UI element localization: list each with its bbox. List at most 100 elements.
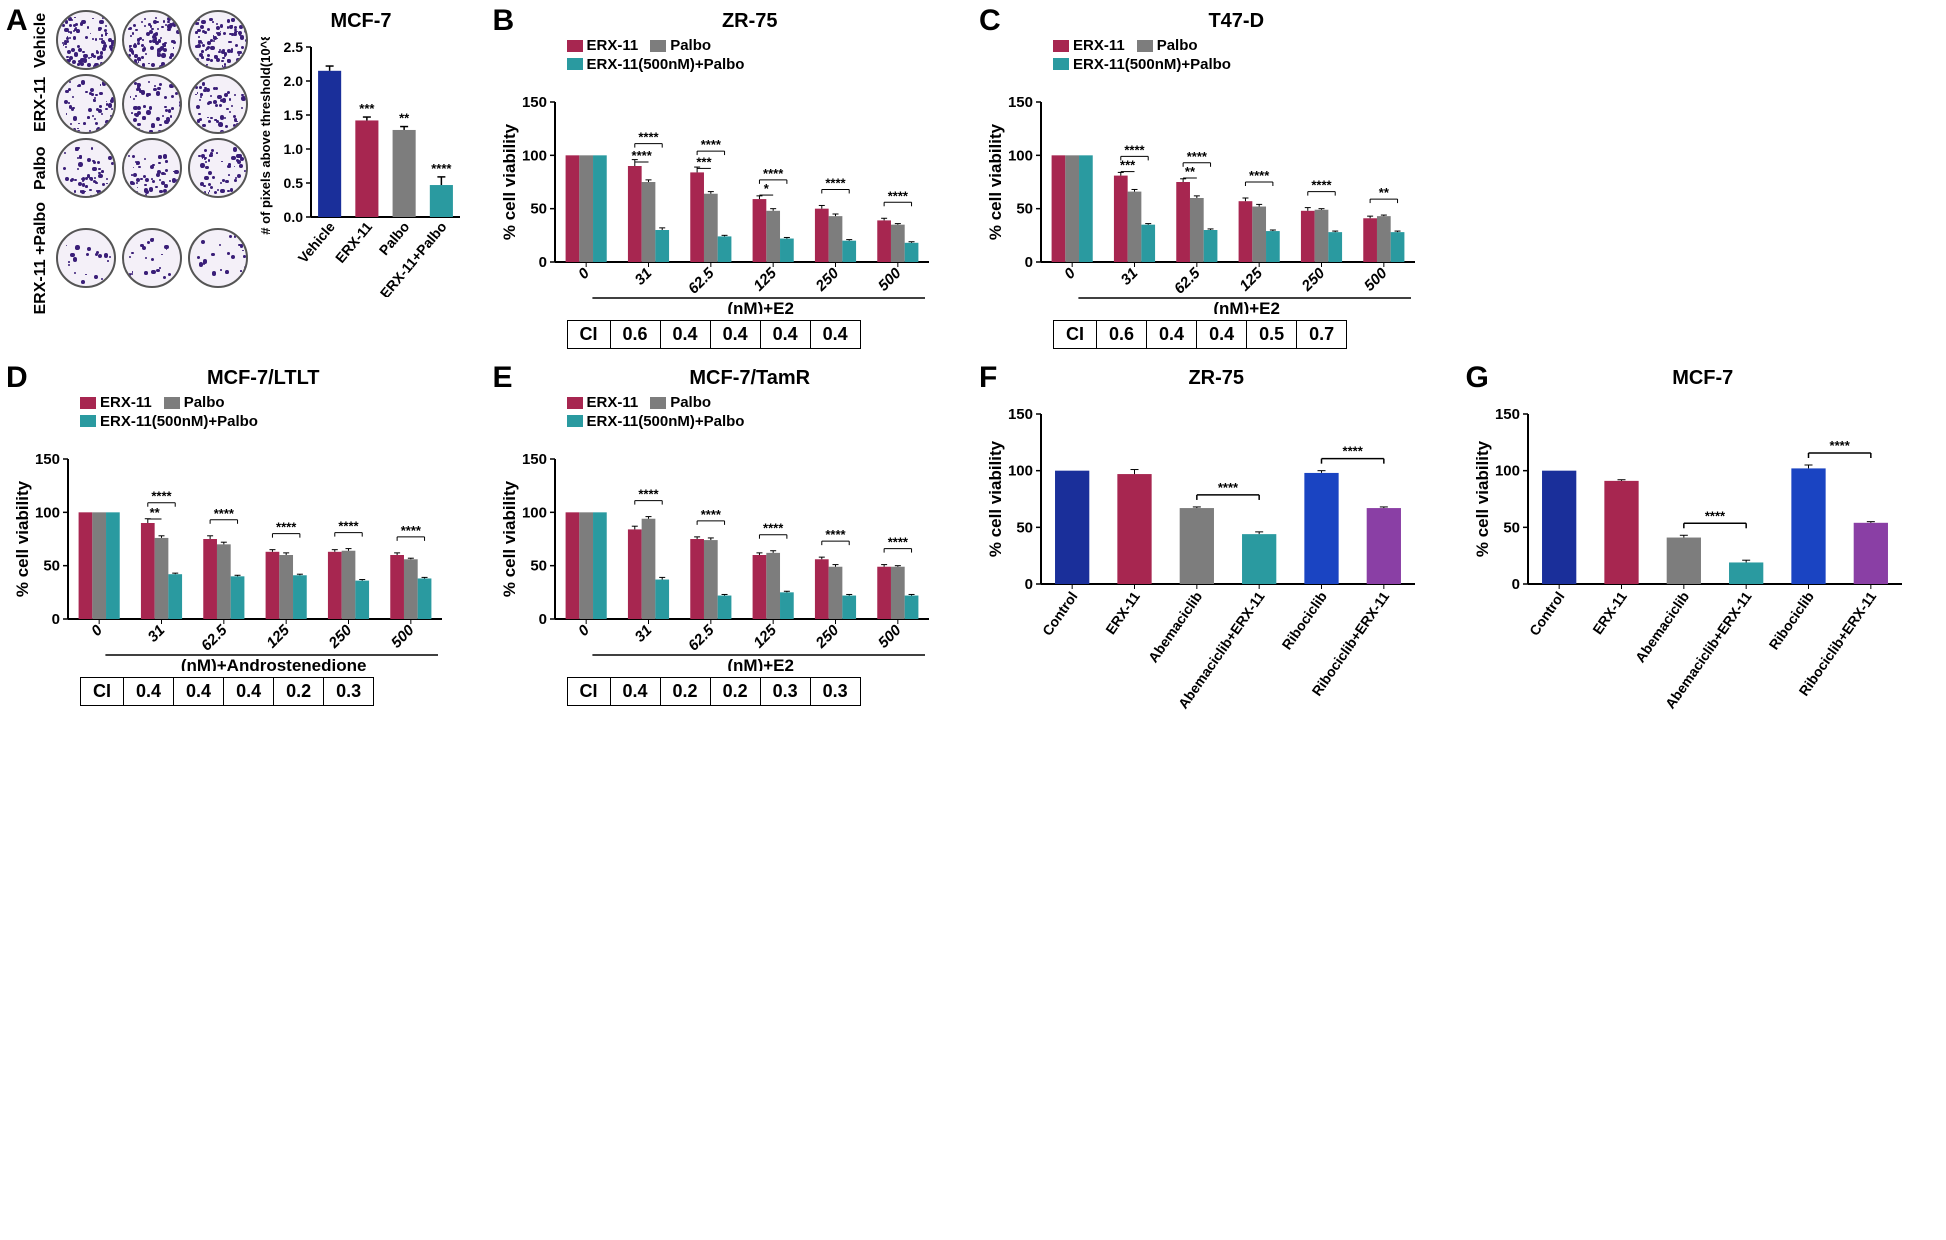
y-axis-title: % cell viability bbox=[500, 123, 519, 240]
svg-text:150: 150 bbox=[1008, 406, 1033, 423]
plate-row: Vehicle bbox=[32, 10, 248, 70]
svg-text:50: 50 bbox=[1016, 519, 1033, 536]
panel-letter-B: B bbox=[493, 4, 515, 38]
legend: ERX-11PalboERX-11(500nM)+Palbo bbox=[567, 37, 964, 74]
legend: ERX-11PalboERX-11(500nM)+Palbo bbox=[1053, 37, 1450, 74]
y-axis-title: % cell viability bbox=[986, 440, 1005, 557]
category-label: 250 bbox=[811, 621, 842, 652]
bar bbox=[814, 209, 828, 262]
bar bbox=[641, 519, 655, 619]
svg-text:150: 150 bbox=[35, 451, 60, 468]
legend-item: ERX-11 bbox=[567, 394, 639, 411]
bar bbox=[1301, 211, 1315, 262]
legend: ERX-11PalboERX-11(500nM)+Palbo bbox=[80, 394, 477, 431]
ci-cell: 0.4 bbox=[661, 321, 711, 348]
ci-cell: 0.4 bbox=[1147, 321, 1197, 348]
bar bbox=[79, 512, 93, 619]
bar bbox=[690, 172, 704, 262]
plate-dish bbox=[188, 228, 248, 288]
category-label: 125 bbox=[1236, 264, 1266, 294]
chart-title: MCF-7 bbox=[256, 10, 466, 33]
ci-cell: 0.4 bbox=[124, 678, 174, 705]
bar bbox=[1367, 508, 1401, 584]
plate-dish bbox=[56, 74, 116, 134]
bar bbox=[1079, 155, 1093, 262]
category-label: Abemaciclib bbox=[1631, 589, 1691, 666]
svg-text:****: **** bbox=[700, 137, 721, 152]
legend-label: ERX-11 bbox=[1073, 37, 1125, 54]
plate-dish bbox=[122, 74, 182, 134]
bar bbox=[404, 559, 418, 619]
bar bbox=[655, 580, 669, 619]
svg-text:1.0: 1.0 bbox=[284, 141, 304, 157]
chart-title: T47-D bbox=[1023, 10, 1450, 33]
bar bbox=[579, 512, 593, 619]
bar bbox=[1252, 207, 1266, 262]
svg-text:0: 0 bbox=[538, 254, 546, 271]
svg-text:100: 100 bbox=[1008, 463, 1033, 480]
svg-text:**: ** bbox=[150, 505, 161, 520]
panel-C: CT47-DERX-11PalboERX-11(500nM)+Palbo0501… bbox=[983, 10, 1450, 349]
svg-text:50: 50 bbox=[1016, 201, 1033, 218]
category-label: ERX-11 bbox=[1102, 588, 1143, 637]
bar bbox=[1542, 471, 1576, 584]
bar bbox=[231, 576, 245, 619]
ci-cell: 0.4 bbox=[711, 321, 761, 348]
panel-letter-G: G bbox=[1466, 361, 1489, 395]
bar bbox=[1242, 534, 1276, 584]
bar bbox=[168, 574, 182, 619]
svg-text:****: **** bbox=[1218, 480, 1239, 495]
bar bbox=[752, 199, 766, 262]
bar bbox=[393, 130, 416, 217]
category-label: 62.5 bbox=[1171, 264, 1204, 297]
bar bbox=[203, 539, 217, 619]
ci-cell: 0.3 bbox=[761, 678, 811, 705]
svg-text:****: **** bbox=[825, 527, 846, 542]
category-label: Control bbox=[1039, 589, 1081, 639]
svg-text:50: 50 bbox=[530, 201, 547, 218]
legend-label: ERX-11(500nM)+Palbo bbox=[100, 413, 258, 430]
bar bbox=[890, 567, 904, 619]
legend-item: ERX-11(500nM)+Palbo bbox=[80, 413, 258, 430]
chart-title: ZR-75 bbox=[537, 10, 964, 33]
bar bbox=[766, 553, 780, 619]
category-label: ERX-11 bbox=[332, 218, 375, 265]
legend-item: ERX-11(500nM)+Palbo bbox=[567, 56, 745, 73]
panel-F: FZR-75050100150% cell viabilityControlER… bbox=[983, 367, 1450, 724]
bar bbox=[1055, 471, 1089, 584]
bar bbox=[1666, 538, 1700, 584]
svg-text:****: **** bbox=[1311, 178, 1332, 193]
bar bbox=[1176, 182, 1190, 262]
svg-text:****: **** bbox=[1704, 508, 1725, 523]
bar bbox=[355, 581, 369, 619]
panel-D: DMCF-7/LTLTERX-11PalboERX-11(500nM)+Palb… bbox=[10, 367, 477, 724]
legend-label: ERX-11(500nM)+Palbo bbox=[587, 56, 745, 73]
bar bbox=[593, 512, 607, 619]
panel-letter-C: C bbox=[979, 4, 1001, 38]
bar bbox=[418, 578, 432, 619]
svg-text:****: **** bbox=[763, 521, 784, 536]
ci-cell: 0.6 bbox=[1097, 321, 1147, 348]
bar bbox=[92, 512, 106, 619]
plate-row-label: Palbo bbox=[32, 138, 50, 198]
bar bbox=[766, 211, 780, 262]
panel-E: EMCF-7/TamRERX-11PalboERX-11(500nM)+Palb… bbox=[497, 367, 964, 724]
svg-text:50: 50 bbox=[530, 558, 547, 575]
panel-letter-A: A bbox=[6, 4, 28, 38]
svg-text:****: **** bbox=[887, 535, 908, 550]
plate-row-label: Vehicle bbox=[32, 10, 50, 70]
svg-text:0: 0 bbox=[52, 611, 60, 628]
x-axis-caption: (nM)+Androstenedione bbox=[181, 656, 367, 671]
svg-text:****: **** bbox=[1343, 444, 1364, 459]
ci-cell: 0.6 bbox=[611, 321, 661, 348]
category-label: Vehicle bbox=[295, 218, 338, 265]
category-label: 250 bbox=[1298, 264, 1329, 295]
svg-text:****: **** bbox=[1249, 168, 1270, 183]
plate-dish bbox=[122, 228, 182, 288]
svg-text:****: **** bbox=[763, 166, 784, 181]
category-label: 31 bbox=[1118, 265, 1142, 289]
category-label: 500 bbox=[388, 621, 418, 651]
x-axis-caption: (nM)+E2 bbox=[727, 299, 794, 314]
bar bbox=[814, 559, 828, 619]
svg-text:****: **** bbox=[1124, 142, 1145, 157]
